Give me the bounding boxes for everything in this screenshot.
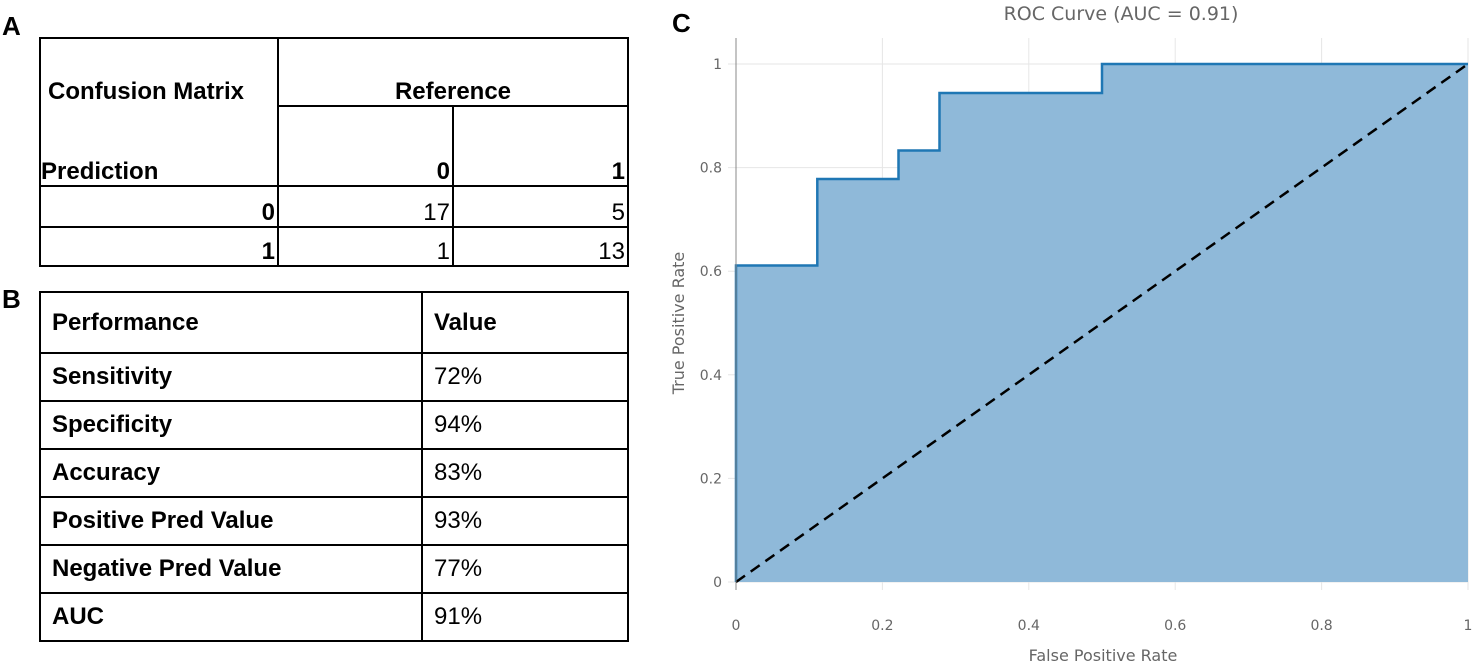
cm-row-label-0: 0 (261, 199, 275, 226)
metric-name: Sensitivity (39, 352, 423, 402)
cm-title: Confusion Matrix (48, 78, 244, 105)
performance-table: Performance Value Sensitivity 72% Specif… (39, 291, 629, 642)
cm-col-header-0: 0 (436, 158, 450, 185)
x-tick-label: 1 (1464, 618, 1473, 634)
x-tick-label: 0 (732, 618, 741, 634)
x-tick-label: 0.4 (1018, 618, 1040, 634)
metric-value: 93% (421, 496, 629, 546)
y-axis-ticks: 0 0.2 0.4 0.6 0.8 1 (700, 57, 722, 591)
metric-name: Positive Pred Value (39, 496, 423, 546)
metric-name: AUC (39, 592, 423, 642)
table-row: Positive Pred Value 93% (39, 496, 629, 546)
roc-chart: ROC Curve (AUC = 0.91) 0 0.2 0.4 0.6 0.8 1 00… (669, 3, 1473, 664)
x-tick-label: 0.8 (1310, 618, 1332, 634)
cm-cell-1-1: 13 (598, 238, 625, 265)
y-tick-label: 0.2 (700, 471, 722, 487)
cm-cell-0-1: 5 (611, 199, 625, 226)
metric-value: 77% (421, 544, 629, 594)
table-row: Accuracy 83% (39, 448, 629, 498)
confusion-matrix: Confusion Matrix Reference Prediction 0 … (39, 37, 629, 267)
metric-value: 83% (421, 448, 629, 498)
cm-reference-label: Reference (394, 78, 512, 105)
metric-name: Specificity (39, 400, 423, 450)
table-row: Negative Pred Value 77% (39, 544, 629, 594)
chance-line (735, 62, 1469, 584)
y-tick-label: 0.4 (700, 368, 722, 384)
chart-title: ROC Curve (AUC = 0.91) (1004, 3, 1239, 25)
cm-row-label-1: 1 (261, 238, 275, 265)
panel-label-b: B (2, 284, 21, 314)
performance-header-metric: Performance (39, 291, 423, 354)
table-row: Specificity 94% (39, 400, 629, 450)
y-tick-label: 1 (713, 57, 722, 73)
metric-value: 91% (421, 592, 629, 642)
metric-name: Accuracy (39, 448, 423, 498)
x-axis-ticks: 0 0.2 0.4 0.6 0.8 1 (732, 618, 1473, 634)
panel-label-c: C (672, 8, 691, 38)
performance-header-row: Performance Value (39, 291, 629, 354)
table-row: Sensitivity 72% (39, 352, 629, 402)
table-row: AUC 91% (39, 592, 629, 642)
cm-cell-1-0: 1 (436, 238, 450, 265)
performance-header-value: Value (421, 291, 629, 354)
cm-col-header-1: 1 (611, 158, 625, 185)
roc-line (734, 62, 1468, 582)
y-axis-label: True Positive Rate (669, 252, 688, 396)
x-tick-label: 0.2 (871, 618, 893, 634)
cm-prediction-label: Prediction (41, 158, 159, 185)
y-tick-label: 0 (713, 575, 722, 591)
y-tick-label: 0.8 (700, 161, 722, 177)
panel-label-a: A (2, 11, 21, 41)
metric-value: 72% (421, 352, 629, 402)
metric-name: Negative Pred Value (39, 544, 423, 594)
x-tick-label: 0.6 (1164, 618, 1186, 634)
metric-value: 94% (421, 400, 629, 450)
x-axis-label: False Positive Rate (1029, 646, 1178, 664)
y-tick-label: 0.6 (700, 264, 722, 280)
cm-cell-0-0: 17 (423, 199, 450, 226)
